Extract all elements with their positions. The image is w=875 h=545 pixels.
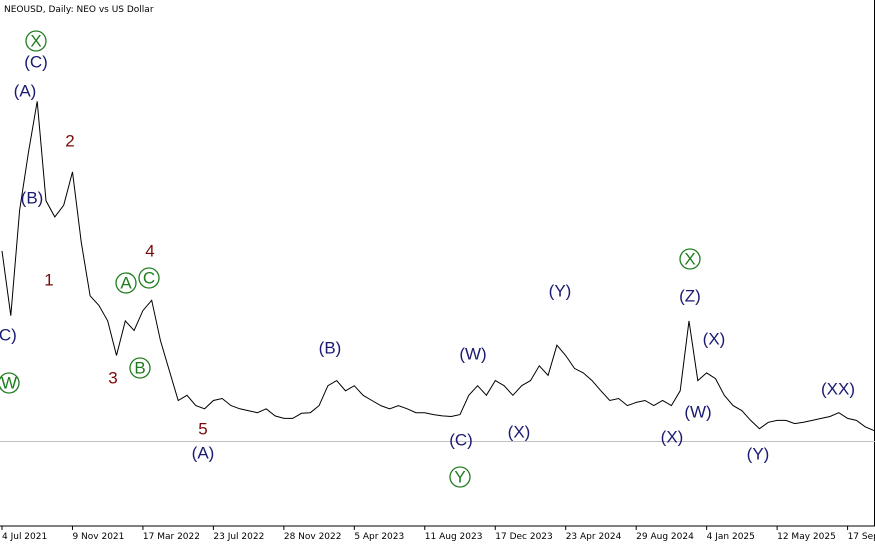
- x-tick-label: 17 Dec 2023: [495, 532, 553, 542]
- wave-label: (X): [703, 329, 726, 348]
- x-tick-label: 29 Aug 2024: [636, 532, 694, 542]
- x-tick-label: 4 Jul 2021: [2, 532, 47, 542]
- wave-label: (X): [661, 427, 684, 446]
- wave-label: 5: [198, 419, 207, 438]
- price-line: [1, 101, 875, 432]
- wave-label: B: [134, 358, 145, 377]
- chart-title: NEOUSD, Daily: NEO vs US Dollar: [4, 5, 154, 15]
- wave-label: (Y): [549, 281, 572, 300]
- wave-circle: [679, 248, 701, 270]
- wave-label: C: [143, 268, 155, 287]
- x-tick-label: 17 Sep: [848, 532, 875, 542]
- wave-label: X: [30, 31, 41, 50]
- wave-label: (XX): [821, 379, 855, 398]
- wave-label: (C): [449, 430, 473, 449]
- wave-label: (B): [319, 338, 342, 357]
- wave-label: Y: [454, 467, 465, 486]
- wave-label: (W): [684, 402, 711, 421]
- wave-label: 2: [65, 131, 74, 150]
- wave-circle: [138, 267, 160, 289]
- wave-label: (X): [508, 422, 531, 441]
- x-tick-label: 4 Jan 2025: [707, 532, 755, 542]
- x-tick-label: 28 Nov 2022: [284, 532, 342, 542]
- x-tick-label: 12 May 2025: [777, 532, 836, 542]
- wave-label: A: [120, 273, 132, 292]
- x-tick-label: 5 Apr 2023: [354, 532, 404, 542]
- x-tick-label: 11 Aug 2023: [425, 532, 483, 542]
- x-tick-label: 23 Jul 2022: [213, 532, 264, 542]
- wave-label: 3: [108, 368, 117, 387]
- wave-circle: [25, 30, 47, 52]
- wave-label: X: [684, 249, 695, 268]
- wave-label: (Y): [747, 444, 770, 463]
- wave-label: (A): [14, 81, 37, 100]
- wave-circle: [0, 372, 20, 394]
- wave-label: (C): [24, 52, 48, 71]
- wave-label: (Z): [679, 286, 701, 305]
- wave-label: 4: [145, 241, 154, 260]
- wave-label: (B): [21, 188, 44, 207]
- x-tick-label: 17 Mar 2022: [143, 532, 200, 542]
- x-tick-label: 9 Nov 2021: [72, 532, 124, 542]
- wave-circle: [129, 357, 151, 379]
- x-tick-label: 23 Apr 2024: [566, 532, 622, 542]
- wave-label: W: [1, 373, 17, 392]
- wave-label: 1: [44, 270, 53, 289]
- wave-label: (C): [0, 325, 17, 344]
- wave-label: (A): [192, 443, 215, 462]
- wave-label: (W): [459, 344, 486, 363]
- wave-circle: [115, 272, 137, 294]
- wave-circle: [449, 466, 471, 488]
